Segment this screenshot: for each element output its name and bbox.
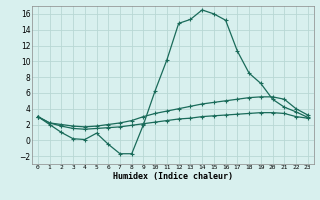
X-axis label: Humidex (Indice chaleur): Humidex (Indice chaleur)	[113, 172, 233, 181]
